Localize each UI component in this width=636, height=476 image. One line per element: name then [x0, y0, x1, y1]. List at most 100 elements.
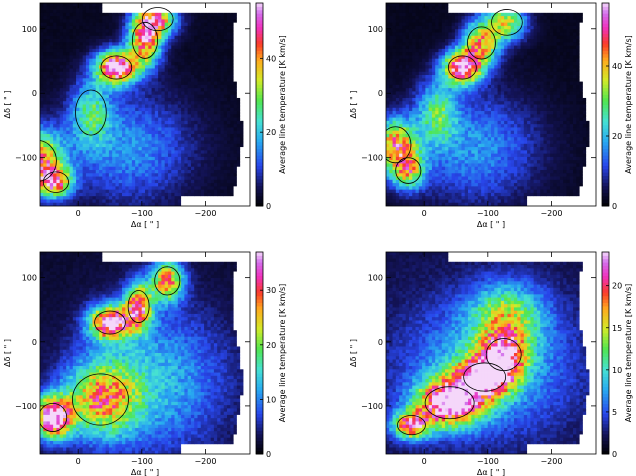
colorbar-segment [256, 406, 263, 411]
colorbar-segment [256, 148, 263, 153]
colorbar-segment [256, 332, 263, 337]
colorbar-segment [602, 165, 609, 170]
colorbar-segment [256, 80, 263, 85]
y-tick-label: −100 [361, 154, 383, 163]
colorbar-tick-label: 30 [266, 286, 276, 295]
colorbar-segment [256, 30, 263, 34]
colorbar-segment [602, 366, 609, 371]
colorbar-segment [602, 420, 609, 425]
colorbar-segment [602, 379, 609, 384]
colorbar-segment [602, 114, 609, 119]
colorbar-segment [256, 46, 263, 51]
colorbar-segment [602, 60, 609, 65]
colorbar-segment [602, 57, 609, 62]
colorbar-segment [256, 413, 263, 418]
colorbar-segment [602, 162, 609, 166]
colorbar-segment [256, 128, 263, 133]
x-tick-label: −200 [540, 457, 562, 466]
colorbar-segment [602, 77, 609, 82]
colorbar-segment [256, 255, 263, 260]
colorbar-segment [602, 326, 609, 330]
colorbar-segment [256, 336, 263, 341]
colorbar-segment [602, 430, 609, 435]
y-tick-label: 100 [22, 274, 37, 283]
colorbar-segment [602, 131, 609, 136]
colorbar-segment [256, 111, 263, 116]
plot-frame [385, 2, 597, 207]
colorbar-segment [256, 107, 263, 112]
colorbar-segment [256, 349, 263, 354]
colorbar-segment [602, 138, 609, 143]
colorbar-segment [256, 379, 263, 384]
colorbar-segment [256, 369, 263, 374]
contour-line [395, 157, 422, 184]
heatmap-cells [40, 252, 250, 454]
colorbar-tick-label: 20 [266, 341, 276, 350]
contour-line [100, 55, 133, 80]
colorbar-segment [256, 430, 263, 435]
colorbar-segment [602, 23, 609, 28]
colorbar-segment [256, 57, 263, 62]
colorbar-segment [256, 40, 263, 45]
colorbar-segment [256, 162, 263, 166]
contour-line [447, 55, 477, 80]
colorbar-segment [602, 373, 609, 378]
colorbar-tick-label: 0 [266, 202, 271, 211]
colorbar-segment [602, 423, 609, 428]
colorbar-segment [602, 437, 609, 442]
colorbar-segment [602, 40, 609, 45]
colorbar-segment [602, 172, 609, 177]
colorbar-segment [602, 413, 609, 418]
colorbar-segment [602, 315, 609, 320]
colorbar-segment [602, 6, 609, 11]
colorbar-segment [602, 410, 609, 415]
colorbar-segment [602, 346, 609, 351]
colorbar-segment [256, 376, 263, 381]
colorbar-segment [256, 416, 263, 421]
x-tick-label: −200 [194, 209, 216, 218]
colorbar-label: Average line temperature [K km/s] [624, 35, 633, 174]
colorbar-segment [256, 329, 263, 334]
colorbar-segment [602, 400, 609, 404]
x-tick-label: 0 [422, 457, 427, 466]
heatmap-cells [386, 252, 596, 454]
contour-line [485, 338, 522, 372]
heatmap-panel-1: 0 −100 −200 100 0 −100 Δα [ " ] Δδ [ " ] 0 20 40 Av… [3, 2, 287, 229]
colorbar-segment [602, 185, 609, 190]
heatmap-cells [40, 3, 250, 206]
colorbar-segment [602, 175, 609, 180]
colorbar-segment [256, 141, 263, 146]
colorbar-segment [256, 322, 263, 327]
colorbar-segment [256, 67, 263, 72]
heatmap-panel-3: 0 −100 −200 100 0 −100 Δα [ " ] Δδ [ " ] 0 10 20 30… [3, 251, 287, 476]
colorbar-segment [256, 9, 263, 14]
colorbar-segment [602, 189, 609, 193]
colorbar-segment [602, 275, 609, 280]
contour-line [397, 415, 426, 436]
colorbar-segment [602, 369, 609, 374]
colorbar-segment [602, 252, 609, 256]
colorbar-segment [256, 158, 263, 163]
colorbar-tick-label: 20 [612, 132, 622, 141]
x-tick-label: −200 [194, 457, 216, 466]
colorbar-segment [602, 427, 609, 431]
colorbar-segment [602, 3, 609, 7]
colorbar-segment [256, 373, 263, 378]
colorbar-segment [602, 53, 609, 58]
colorbar-segment [256, 175, 263, 180]
colorbar-segment [256, 356, 263, 361]
colorbar-frame [255, 251, 264, 455]
x-tick-label: −200 [540, 209, 562, 218]
colorbar-segment [256, 383, 263, 388]
colorbar-segment [256, 427, 263, 431]
colorbar-segment [602, 312, 609, 317]
contour-line [75, 89, 107, 136]
x-tick-label: −100 [131, 457, 153, 466]
colorbar-segment [602, 87, 609, 92]
colorbar-segment [256, 289, 263, 293]
colorbar-segment [602, 329, 609, 334]
colorbar-segment [256, 433, 263, 438]
colorbar-segment [602, 440, 609, 445]
colorbar-segment [602, 268, 609, 273]
colorbar-segment [602, 121, 609, 126]
